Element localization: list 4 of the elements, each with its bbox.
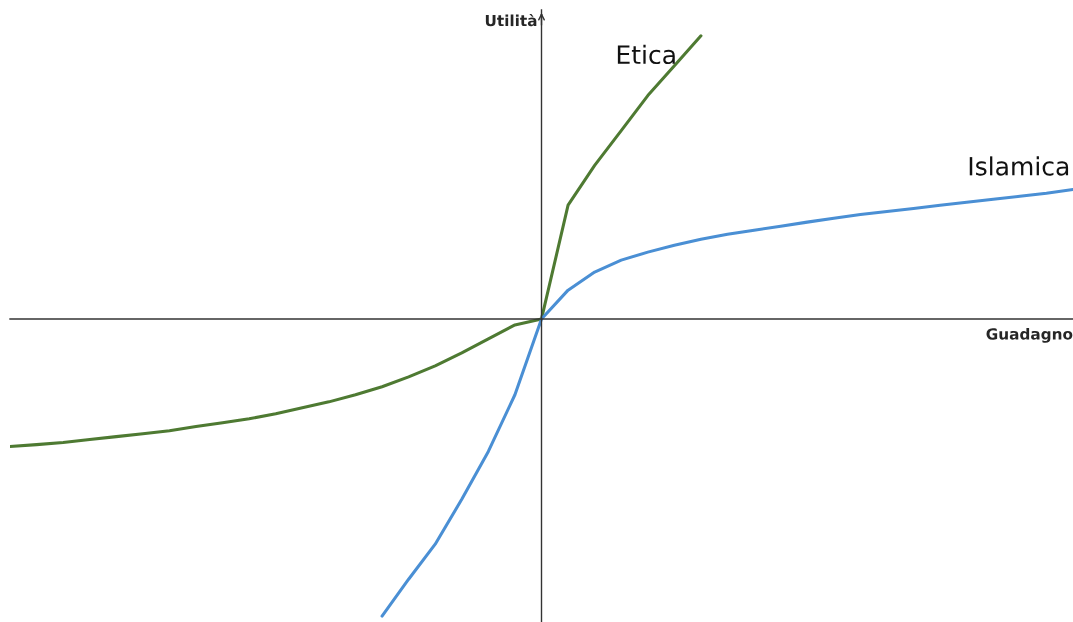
y-axis-title: Utilità [485,13,537,27]
x-axis-title: Guadagno [986,327,1073,343]
series-label: Islamica [969,156,1069,176]
series-label: Etica [617,44,675,65]
